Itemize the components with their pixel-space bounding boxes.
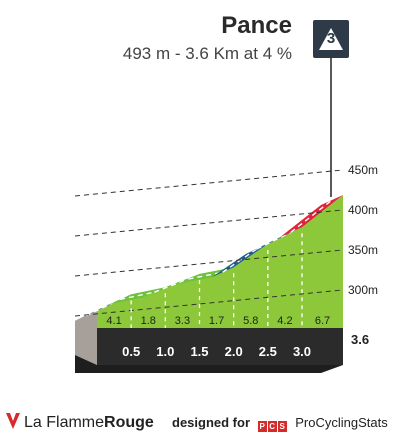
climb-profile-chart: 300m 350m 400m 450m 0.5 4.1 1.0 1.8 1.5 3.3 2.0 1.7… [74, 58, 378, 373]
gradient-segment [177, 267, 234, 284]
altitude-tick-label: 400m [348, 203, 378, 217]
pcs-letter: P [257, 421, 267, 432]
km-marker-label: 1.5 [190, 344, 208, 359]
segment-centerline [154, 278, 189, 293]
pcs-letter: C [267, 421, 277, 432]
climb-stats: 493 m - 3.6 Km at 4 % [122, 44, 292, 63]
la-flamme-rouge-brand: La FlammeRouge [6, 413, 154, 432]
profile-face [97, 195, 343, 328]
pcs-letter: S [277, 421, 287, 432]
category-badge: 3 [313, 20, 349, 58]
total-distance-label: 3.6 [351, 332, 369, 347]
gradient-label: 5.8 [243, 315, 258, 327]
km-marker-label: 3.0 [293, 344, 311, 359]
climb-name: Pance [221, 12, 292, 39]
brand-bold: Rouge [104, 414, 154, 431]
km-marker-label: 1.0 [156, 344, 174, 359]
altitude-gridline [74, 169, 344, 197]
km-marker-label: 2.0 [225, 344, 243, 359]
altitude-tick-label: 300m [348, 283, 378, 297]
pcs-name: ProCyclingStats [295, 415, 388, 430]
gradient-label: 4.2 [277, 315, 292, 327]
segment-centerline [222, 248, 258, 273]
altitude-tick-label: 350m [348, 243, 378, 257]
gradient-label: 3.3 [175, 315, 190, 327]
altitude-tick-label: 450m [348, 163, 378, 177]
gradient-label: 4.1 [106, 315, 121, 327]
km-marker-label: 2.5 [259, 344, 277, 359]
km-marker-label: 0.5 [122, 344, 140, 359]
triangle-icon [319, 28, 343, 50]
gradient-label: 1.7 [209, 315, 224, 327]
flag-icon [6, 413, 20, 429]
segment-centerline [120, 291, 155, 301]
gradient-label: 6.7 [315, 315, 330, 327]
profile-base [97, 328, 343, 365]
gradient-segment [109, 287, 166, 305]
segment-centerline [256, 231, 292, 250]
profile-base-depth [75, 355, 343, 373]
brand-light: La Flamme [24, 414, 105, 431]
gradient-segment [280, 195, 343, 238]
designed-for-label: designed for [172, 415, 251, 430]
segment-centerline [188, 271, 223, 280]
profile-side [75, 310, 97, 365]
gradient-label: 1.8 [141, 315, 156, 327]
category-number: 3 [326, 30, 336, 47]
